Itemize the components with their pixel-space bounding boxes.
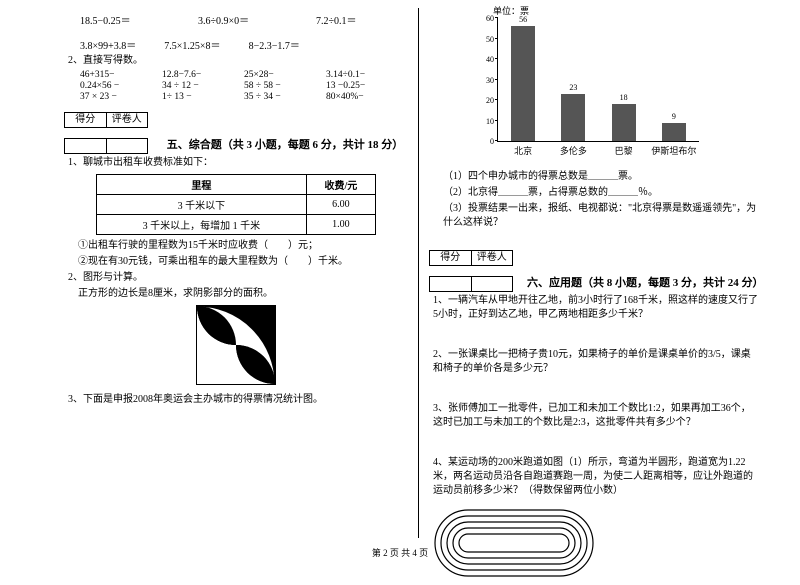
- expr: 80×40%−: [326, 92, 408, 102]
- expr: 37 × 23 −: [80, 92, 162, 102]
- q5-1-stem: 1、聊城市出租车收费标准如下：: [68, 156, 408, 170]
- grader-blank: [107, 139, 148, 153]
- q6-3: 3、张师傅加工一批零件，已加工和未加工个数比1:2，如果再加工36个，这时已加工…: [433, 402, 760, 430]
- score-header: 得分: [65, 113, 107, 127]
- expr: 13 −0.25−: [326, 81, 408, 91]
- fare-table: 里程 收费/元 3 千米以下 6.00 3 千米以上，每增加 1 千米 1.00: [96, 174, 376, 235]
- grader-blank: [472, 277, 513, 291]
- chart-bar-value: 23: [557, 83, 589, 92]
- chart-ytick: 20: [474, 96, 494, 105]
- arith-row-2: 3.8×99+3.8＝ 7.5×1.25×8＝ 8−2.3−1.7＝: [80, 37, 408, 52]
- grader-header: 评卷人: [107, 113, 148, 127]
- expr: 1÷ 13 −: [162, 92, 244, 102]
- chart-category-label: 多伦多: [549, 144, 597, 157]
- expr: 46+315−: [80, 70, 162, 80]
- score-panel: 得分 评卷人: [64, 102, 148, 154]
- expr: 25×28−: [244, 70, 326, 80]
- chart-ytick: 60: [474, 14, 494, 23]
- chart-bar: [511, 26, 535, 141]
- chart-bar-value: 56: [507, 15, 539, 24]
- expr: 0.24×56 −: [80, 81, 162, 91]
- chart-ytick-mark: [495, 79, 498, 80]
- chart-bar-value: 9: [658, 112, 690, 121]
- q6-4: 4、某运动场的200米跑道如图（1）所示，弯道为半圆形，跑道宽为1.22米，两名…: [433, 456, 760, 498]
- expr: 7.5×1.25×8＝: [164, 37, 220, 52]
- chart-bar: [612, 104, 636, 141]
- chart-bar: [662, 123, 686, 141]
- chart-q1: （1）四个申办城市的得票总数是＿＿＿票。: [443, 170, 760, 184]
- fare-header: 收费/元: [306, 175, 375, 195]
- grid-row: 37 × 23 − 1÷ 13 − 35 ÷ 34 − 80×40%−: [80, 92, 408, 102]
- grader-header: 评卷人: [472, 251, 513, 265]
- q5-2-line: 正方形的边长是8厘米，求阴影部分的面积。: [78, 287, 408, 301]
- direct-label: 2、直接写得数。: [68, 54, 408, 68]
- expr: 34 ÷ 12 −: [162, 81, 244, 91]
- grid-row: 0.24×56 − 34 ÷ 12 − 58 ÷ 58 − 13 −0.25−: [80, 81, 408, 91]
- chart-ytick-mark: [495, 120, 498, 121]
- q6-2: 2、一张课桌比一把椅子贵10元，如果椅子的单价是课桌单价的3/5，课桌和椅子的单…: [433, 348, 760, 376]
- section-6-title: 六、应用题（共 8 小题，每题 3 分，共计 24 分）: [527, 274, 760, 290]
- fare-cell: 3 千米以上，每增加 1 千米: [97, 215, 307, 235]
- expr: 58 ÷ 58 −: [244, 81, 326, 91]
- chart-category-label: 伊斯坦布尔: [650, 144, 698, 157]
- chart-category-label: 北京: [499, 144, 547, 157]
- vote-bar-chart: 单位：票 010203040506056北京23多伦多18巴黎9伊斯坦布尔: [469, 6, 709, 166]
- score-header: 得分: [430, 251, 472, 265]
- q5-1-sub2: ②现在有30元钱，可乘出租车的最大里程数为（ ）千米。: [78, 255, 408, 269]
- page-footer: 第 2 页 共 4 页: [0, 546, 800, 559]
- section-5-title: 五、综合题（共 3 小题，每题 6 分，共计 18 分）: [162, 136, 408, 152]
- arith-row-1: 18.5−0.25＝ 3.6÷0.9×0＝ 7.2÷0.1＝: [80, 12, 408, 27]
- geometry-figure: [196, 305, 276, 385]
- expr: 3.14÷0.1−: [326, 70, 408, 80]
- fare-cell: 6.00: [306, 195, 375, 215]
- fare-cell: 3 千米以下: [97, 195, 307, 215]
- score-blank: [430, 277, 472, 291]
- q5-1-sub1: ①出租车行驶的里程数为15千米时应收费（ ）元；: [78, 239, 408, 253]
- chart-ytick: 50: [474, 35, 494, 44]
- right-column: 单位：票 010203040506056北京23多伦多18巴黎9伊斯坦布尔 （1…: [419, 6, 770, 540]
- score-blank: [65, 139, 107, 153]
- chart-bar-value: 18: [608, 93, 640, 102]
- chart-ytick: 30: [474, 76, 494, 85]
- expr: 7.2÷0.1＝: [316, 12, 406, 27]
- expr: 8−2.3−1.7＝: [249, 37, 300, 52]
- expr: 12.8−7.6−: [162, 70, 244, 80]
- chart-ytick-mark: [495, 99, 498, 100]
- expr: 3.6÷0.9×0＝: [198, 12, 288, 27]
- score-panel: 得分 评卷人: [429, 240, 513, 292]
- chart-ytick: 10: [474, 117, 494, 126]
- chart-ytick-mark: [495, 17, 498, 18]
- q5-2-stem: 2、图形与计算。: [68, 271, 408, 285]
- q6-1: 1、一辆汽车从甲地开往乙地，前3小时行了168千米，照这样的速度又行了5小时，正…: [433, 294, 760, 322]
- fare-cell: 1.00: [306, 215, 375, 235]
- chart-ytick: 0: [474, 137, 494, 146]
- chart-ytick-mark: [495, 58, 498, 59]
- track-figure: [429, 504, 599, 582]
- chart-category-label: 巴黎: [600, 144, 648, 157]
- chart-area: 010203040506056北京23多伦多18巴黎9伊斯坦布尔: [497, 18, 699, 142]
- expr: 35 ÷ 34 −: [244, 92, 326, 102]
- fare-header: 里程: [97, 175, 307, 195]
- chart-ytick: 40: [474, 55, 494, 64]
- chart-q2: （2）北京得＿＿＿票，占得票总数的＿＿＿％。: [443, 186, 760, 200]
- chart-bar: [561, 94, 585, 141]
- q5-3-stem: 3、下面是申报2008年奥运会主办城市的得票情况统计图。: [68, 393, 408, 407]
- chart-ytick-mark: [495, 38, 498, 39]
- grid-row: 46+315− 12.8−7.6− 25×28− 3.14÷0.1−: [80, 70, 408, 80]
- chart-q3: （3）投票结果一出来，报纸、电视都说："北京得票是数遥遥领先"，为什么这样说？: [443, 202, 760, 230]
- expr: 18.5−0.25＝: [80, 12, 170, 27]
- expr: 3.8×99+3.8＝: [80, 37, 136, 52]
- left-column: 18.5−0.25＝ 3.6÷0.9×0＝ 7.2÷0.1＝ 3.8×99+3.…: [54, 6, 418, 540]
- chart-ytick-mark: [495, 140, 498, 141]
